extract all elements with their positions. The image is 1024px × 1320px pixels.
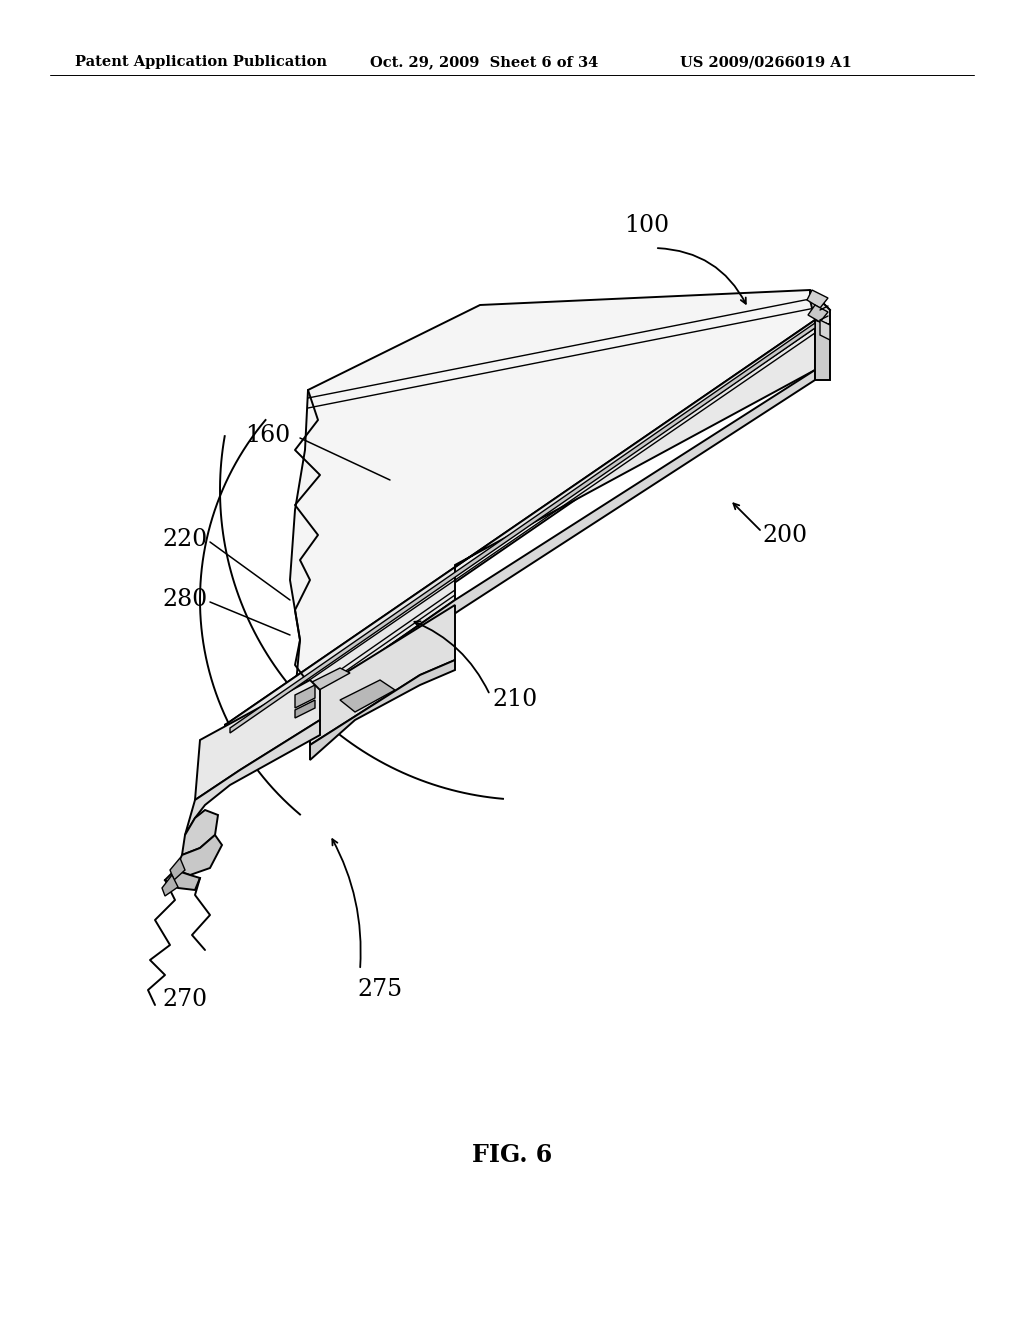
Polygon shape	[225, 319, 830, 730]
Text: 160: 160	[246, 424, 291, 446]
Text: 220: 220	[163, 528, 208, 552]
Polygon shape	[295, 685, 315, 708]
Text: 270: 270	[163, 989, 208, 1011]
Text: US 2009/0266019 A1: US 2009/0266019 A1	[680, 55, 852, 69]
Polygon shape	[182, 810, 218, 855]
Polygon shape	[350, 657, 370, 680]
Text: 200: 200	[762, 524, 807, 546]
Text: Patent Application Publication: Patent Application Publication	[75, 55, 327, 69]
Polygon shape	[230, 323, 815, 733]
Text: 210: 210	[492, 689, 538, 711]
Polygon shape	[820, 319, 830, 341]
Polygon shape	[185, 719, 319, 836]
Polygon shape	[815, 319, 830, 380]
Polygon shape	[295, 700, 315, 718]
Polygon shape	[225, 370, 815, 770]
Polygon shape	[300, 668, 350, 696]
Polygon shape	[310, 660, 455, 760]
Text: 280: 280	[163, 589, 208, 611]
Polygon shape	[170, 858, 185, 880]
Text: 100: 100	[625, 214, 670, 236]
Text: 275: 275	[357, 978, 402, 1002]
Polygon shape	[340, 680, 395, 711]
Polygon shape	[175, 836, 222, 875]
Polygon shape	[807, 290, 828, 308]
Polygon shape	[162, 875, 178, 896]
Polygon shape	[165, 870, 200, 890]
Polygon shape	[195, 680, 319, 800]
Polygon shape	[225, 290, 830, 730]
Polygon shape	[310, 605, 455, 744]
Text: Oct. 29, 2009  Sheet 6 of 34: Oct. 29, 2009 Sheet 6 of 34	[370, 55, 598, 69]
Polygon shape	[808, 305, 828, 322]
Polygon shape	[225, 319, 815, 760]
Text: FIG. 6: FIG. 6	[472, 1143, 552, 1167]
Polygon shape	[810, 290, 830, 325]
Polygon shape	[225, 725, 240, 748]
